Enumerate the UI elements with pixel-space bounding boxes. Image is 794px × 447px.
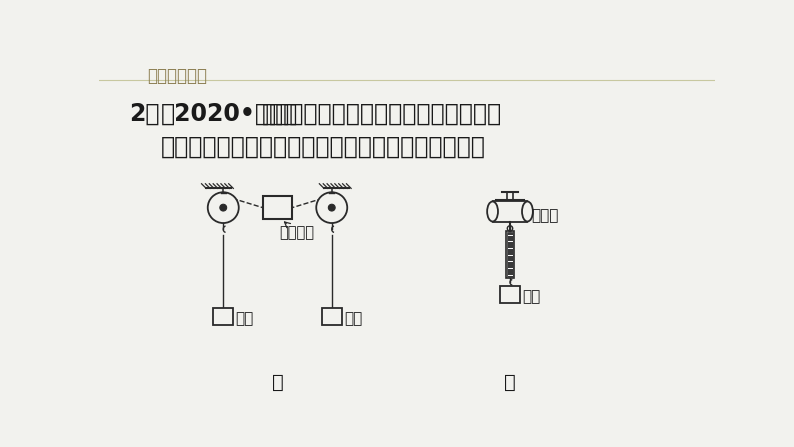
Text: 【2020•台州】: 【2020•台州】 [161, 101, 299, 125]
Text: 研究对象: 研究对象 [279, 225, 314, 240]
Bar [213, 308, 233, 325]
Circle shape [316, 192, 347, 223]
Text: 钩码: 钩码 [236, 311, 254, 326]
Text: 条件时，才能使物体处于平衡状态，进行如下实验。: 条件时，才能使物体处于平衡状态，进行如下实验。 [161, 135, 486, 159]
Bar [492, 202, 527, 222]
Text: 为研究作用在物体上的两个力满足什么: 为研究作用在物体上的两个力满足什么 [262, 101, 502, 125]
Bar [500, 286, 520, 303]
Text: 2．: 2． [129, 101, 160, 125]
Text: 阶段核心应用: 阶段核心应用 [148, 67, 207, 85]
Circle shape [329, 204, 335, 211]
Bar [507, 232, 513, 277]
Circle shape [208, 192, 239, 223]
Ellipse shape [522, 202, 533, 222]
Text: 钩码: 钩码 [344, 311, 362, 326]
Text: 甲: 甲 [272, 373, 283, 392]
Text: 乙: 乙 [504, 373, 516, 392]
Bar [506, 231, 515, 278]
Text: 钩码: 钩码 [522, 289, 541, 304]
Ellipse shape [488, 202, 498, 222]
Text: 电动机: 电动机 [532, 208, 559, 223]
Circle shape [220, 204, 226, 211]
Bar [263, 196, 292, 219]
Bar [322, 308, 342, 325]
